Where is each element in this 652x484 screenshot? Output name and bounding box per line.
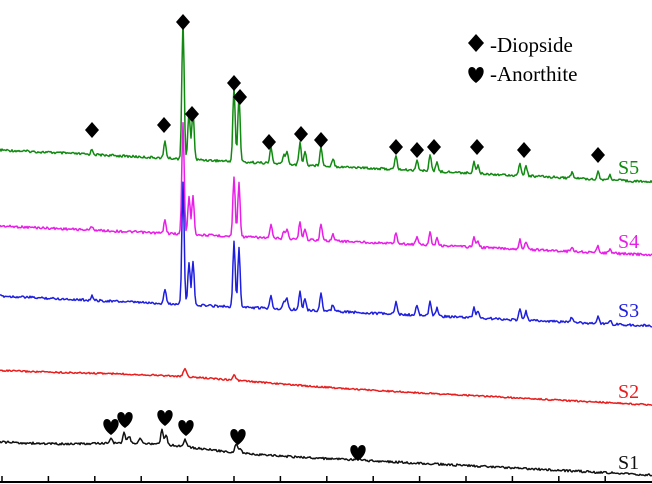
anorthite-marker-5 [350,445,366,461]
anorthite-marker-3 [178,420,194,436]
diopside-marker-13 [517,142,531,158]
diopside-marker-9 [389,139,403,155]
diopside-marker-5 [233,89,247,105]
anorthite-marker-2 [157,410,173,426]
diopside-marker-1 [85,122,99,138]
diopside-marker-4 [227,75,241,91]
diopside-marker-7 [294,126,308,142]
series-labels: S5 S4 S3 S2 S1 [618,157,639,474]
diopside-marker-8 [314,132,328,148]
legend-diopside-label: -Diopside [490,33,573,57]
x-axis [0,476,652,483]
anorthite-marker-0 [103,419,119,435]
series-label-s3: S3 [618,300,639,322]
legend-heart-icon [468,67,484,83]
diopside-marker-6 [262,134,276,150]
diopside-marker-0 [176,14,190,30]
legend-diamond-icon [468,34,484,52]
diopside-marker-10 [410,142,424,158]
series-line-s3 [0,181,652,328]
series-label-s1: S1 [618,452,639,474]
anorthite-marker-4 [230,429,246,445]
legend-anorthite-label: -Anorthite [490,62,577,86]
series-line-s5 [0,19,652,184]
diopside-marker-11 [427,139,441,155]
series-label-s2: S2 [618,381,639,403]
series-line-s4 [0,121,652,257]
series-label-s5: S5 [618,157,639,179]
phase-marker-layer [85,14,605,461]
legend: -Diopside -Anorthite [468,33,577,86]
series-layer [0,19,652,477]
diopside-marker-12 [470,139,484,155]
anorthite-marker-1 [117,412,133,428]
series-line-s1 [0,428,652,477]
diopside-marker-3 [185,106,199,122]
diopside-marker-2 [157,117,171,133]
series-label-s4: S4 [618,231,639,253]
series-line-s2 [0,367,652,407]
diopside-marker-14 [591,147,605,163]
